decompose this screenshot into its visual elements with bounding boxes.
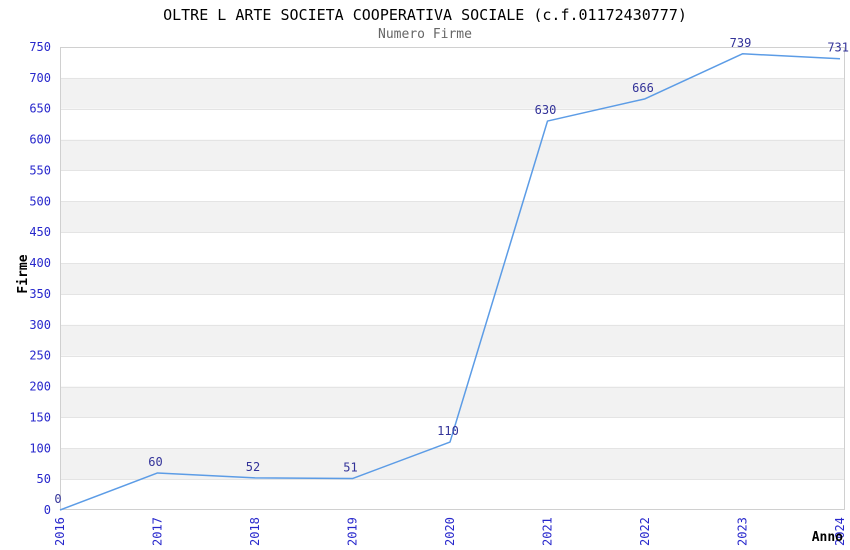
- data-label: 60: [148, 455, 162, 469]
- y-tick-label: 750: [29, 40, 51, 54]
- y-tick-label: 500: [29, 194, 51, 208]
- data-label: 110: [437, 424, 459, 438]
- plot-border: [60, 47, 845, 510]
- x-tick-label: 2022: [638, 517, 652, 546]
- x-tick-label: 2021: [541, 517, 555, 546]
- plot-band: [60, 201, 845, 233]
- series-line: [59, 53, 841, 511]
- y-tick-label: 550: [29, 163, 51, 177]
- chart-title: OLTRE L ARTE SOCIETA COOPERATIVA SOCIALE…: [163, 6, 687, 24]
- x-tick-label: 2016: [53, 517, 67, 546]
- data-label: 630: [535, 103, 557, 117]
- x-tick-label: 2024: [833, 517, 847, 546]
- x-tick-label: 2020: [443, 517, 457, 546]
- data-label: 52: [246, 460, 260, 474]
- y-tick-label: 250: [29, 349, 51, 363]
- y-tick-label: 400: [29, 256, 51, 270]
- y-axis-title: Firme: [16, 254, 31, 293]
- chart-subtitle: Numero Firme: [378, 27, 472, 42]
- y-tick-label: 300: [29, 318, 51, 332]
- y-tick-label: 700: [29, 71, 51, 85]
- data-label: 731: [827, 41, 849, 55]
- x-tick-label: 2017: [151, 517, 165, 546]
- y-tick-label: 100: [29, 441, 51, 455]
- y-tick-label: 200: [29, 380, 51, 394]
- y-tick-label: 50: [37, 472, 51, 486]
- data-label: 739: [730, 36, 752, 50]
- x-axis-title: Anno: [812, 530, 843, 545]
- data-label: 0: [54, 492, 61, 506]
- y-tick-label: 650: [29, 102, 51, 116]
- plot-area: 0501001502002503003504004505005506006507…: [29, 36, 849, 546]
- x-tick-label: 2018: [248, 517, 262, 546]
- y-tick-label: 0: [44, 503, 51, 517]
- x-tick-label: 2023: [736, 517, 750, 546]
- plot-band: [60, 386, 845, 418]
- y-tick-label: 600: [29, 133, 51, 147]
- plot-band: [60, 324, 845, 356]
- y-tick-label: 450: [29, 225, 51, 239]
- data-label: 51: [343, 461, 357, 475]
- x-tick-label: 2019: [346, 517, 360, 546]
- plot-band: [60, 263, 845, 294]
- y-tick-label: 350: [29, 287, 51, 301]
- plot-band: [60, 139, 845, 171]
- y-tick-label: 150: [29, 410, 51, 424]
- data-label: 666: [632, 81, 654, 95]
- plot-band: [60, 77, 845, 109]
